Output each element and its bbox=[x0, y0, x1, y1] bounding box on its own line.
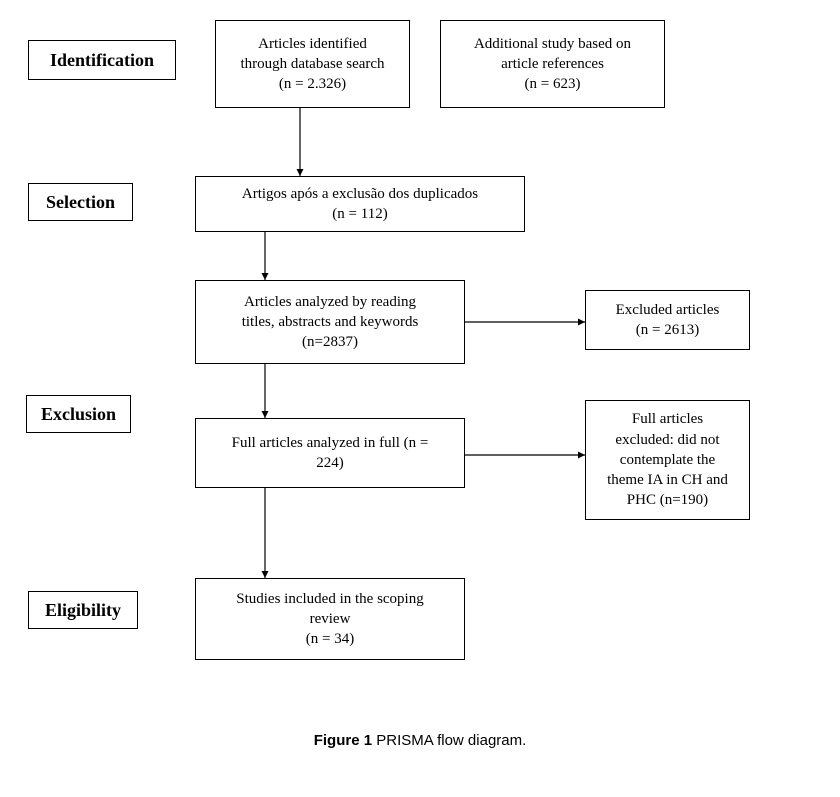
caption-bold: Figure 1 bbox=[314, 732, 372, 749]
prisma-flow-diagram: Identification Selection Exclusion Eligi… bbox=[0, 0, 840, 797]
caption-rest: PRISMA flow diagram. bbox=[372, 732, 526, 749]
figure-caption: Figure 1 PRISMA flow diagram. bbox=[0, 732, 840, 749]
flow-arrows bbox=[0, 0, 840, 797]
